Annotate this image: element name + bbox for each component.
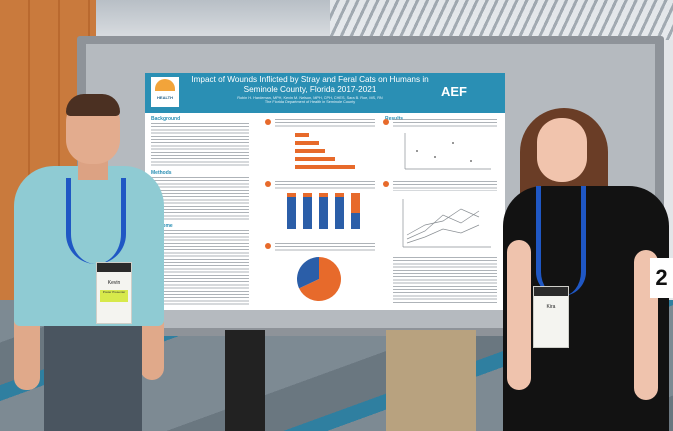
pie-chart: [297, 257, 341, 301]
stacked-bar-chart: [273, 191, 377, 235]
pie-slice: [297, 257, 319, 289]
chart-bar: [303, 193, 312, 197]
methods-text: [151, 177, 249, 221]
chart-bar: [295, 149, 325, 153]
section-background: Background: [151, 116, 181, 122]
result-text: [275, 181, 375, 189]
chart-bar: [319, 197, 328, 229]
poster-authors: Robin H. Hardeman, MPH, Kevin M. Nelson,…: [185, 96, 435, 105]
background-person-legs: [386, 330, 476, 431]
right-presenter-arm: [507, 240, 531, 390]
chart-bar: [287, 197, 296, 229]
chart-bar: [335, 197, 344, 229]
result-marker: [383, 181, 389, 187]
result-text: [275, 119, 375, 127]
scatter-point: [434, 156, 436, 158]
scatter-plot: [404, 133, 491, 170]
scatter-point: [470, 160, 472, 162]
line-chart: [402, 199, 491, 248]
poster-author-names: Robin H. Hardeman, MPH, Kevin M. Nelson,…: [237, 96, 383, 100]
chart-bar: [287, 193, 296, 197]
poster-title: Impact of Wounds Inflicted by Stray and …: [191, 75, 429, 94]
chart-bar: [303, 197, 312, 229]
left-presenter-pants: [44, 318, 142, 431]
board-number-sign: 2: [650, 258, 673, 298]
chart-bar: [351, 213, 360, 229]
health-logo-text: HEALTH: [157, 95, 173, 100]
scatter-point: [452, 142, 454, 144]
background-text: [151, 123, 249, 167]
aef-logo: AEF: [441, 84, 467, 99]
result-marker: [265, 119, 271, 125]
poster-affiliation: The Florida Department of Health in Semi…: [264, 100, 356, 105]
pie-slice: [299, 257, 341, 301]
series-line: [406, 210, 480, 240]
chart-bar: [295, 133, 309, 137]
chart-bar: [295, 157, 335, 161]
badge-header: [97, 263, 131, 272]
result-text: [275, 243, 375, 251]
badge-name: Kevin: [107, 280, 121, 286]
badge-name: Kira: [546, 304, 556, 310]
chart-bar: [351, 193, 360, 213]
poster-header: [145, 73, 505, 113]
badge-header: [534, 287, 568, 296]
badge-ribbon: Poster Presenter: [100, 290, 128, 302]
result-text: [393, 119, 497, 127]
lanyard: [536, 186, 586, 296]
sun-icon: [155, 79, 175, 91]
name-badge-left: Kevin Poster Presenter: [96, 262, 132, 324]
scatter-point: [416, 150, 418, 152]
background-person-legs: [225, 330, 265, 431]
chart-bar: [295, 141, 319, 145]
series-line: [406, 208, 480, 236]
ceiling-truss: [330, 0, 673, 40]
series-line: [406, 224, 480, 244]
right-presenter-face: [537, 118, 587, 182]
lanyard: [66, 178, 126, 264]
chart-bar: [295, 165, 355, 169]
result-marker: [265, 181, 271, 187]
result-text: [393, 181, 497, 191]
left-presenter-hair: [66, 94, 120, 116]
chart-bar: [319, 193, 328, 197]
name-badge-right: Kira: [533, 286, 569, 348]
outcome-text: [151, 230, 249, 306]
section-methods: Methods: [151, 170, 172, 176]
horizontal-bar-chart: [273, 131, 377, 175]
result-marker: [383, 119, 389, 125]
results-notes-text: [393, 257, 497, 303]
research-poster: HEALTH Impact of Wounds Inflicted by Str…: [145, 73, 505, 310]
chart-bar: [335, 193, 344, 197]
result-marker: [265, 243, 271, 249]
